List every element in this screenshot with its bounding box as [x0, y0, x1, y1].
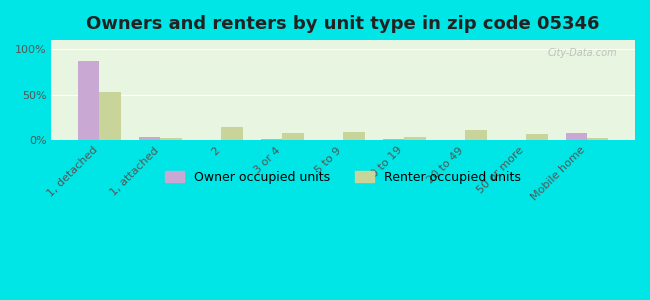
Legend: Owner occupied units, Renter occupied units: Owner occupied units, Renter occupied un… — [161, 166, 526, 189]
Bar — [78, 61, 99, 140]
Bar — [221, 128, 242, 140]
Bar — [404, 137, 426, 140]
Bar — [566, 133, 587, 140]
Bar — [526, 134, 547, 140]
Bar — [343, 132, 365, 140]
Bar — [99, 92, 121, 140]
Text: City-Data.com: City-Data.com — [548, 48, 617, 58]
Bar — [161, 138, 181, 140]
Bar — [587, 138, 608, 140]
Bar — [139, 137, 161, 140]
Title: Owners and renters by unit type in zip code 05346: Owners and renters by unit type in zip c… — [86, 15, 600, 33]
Bar — [383, 139, 404, 140]
Bar — [465, 130, 487, 140]
Bar — [282, 133, 304, 140]
Bar — [261, 139, 282, 140]
